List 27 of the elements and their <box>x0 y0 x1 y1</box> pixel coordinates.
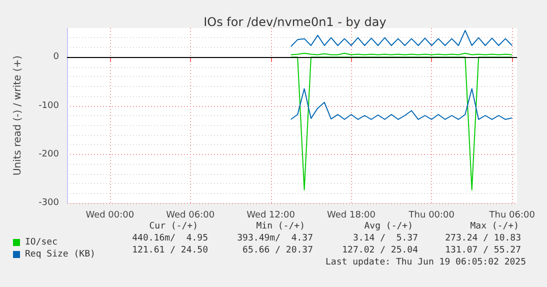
text: 273.24 / 10.83 <box>445 234 521 244</box>
text: Avg (-/+) <box>364 222 414 232</box>
legend-label: Req Size (KB) <box>25 250 96 260</box>
legend-label: IO/sec <box>25 238 58 248</box>
y-tick-label: -300 <box>38 198 60 208</box>
text: 3.14 / 5.37 <box>352 234 418 244</box>
text: 121.61 / 24.50 <box>132 246 208 256</box>
text: Max (-/+) <box>470 222 520 232</box>
text: 393.49m/ 4.37 <box>237 234 313 244</box>
text: 440.16m/ 4.95 <box>132 234 208 244</box>
text: Cur (-/+) <box>149 222 198 232</box>
y-tick-label: -100 <box>38 100 60 111</box>
text: 127.02 / 25.04 <box>342 246 418 256</box>
y-axis-title: Units read (-) / write (+) <box>12 55 24 176</box>
y-tick-label: -200 <box>38 149 60 160</box>
text: Min (-/+) <box>256 222 306 232</box>
x-tick-label: Thu 06:00 <box>488 210 536 220</box>
x-tick-label: Wed 18:00 <box>327 210 376 220</box>
x-tick-label: Thu 00:00 <box>408 210 455 220</box>
y-tick-label: 0 <box>53 52 60 62</box>
x-tick-label: Wed 12:00 <box>246 210 296 220</box>
text: 131.07 / 55.27 <box>445 246 521 256</box>
x-tick-label: Wed 00:00 <box>86 210 134 220</box>
text: Last update: Thu Jun 19 06:05:02 2025 <box>326 258 526 268</box>
x-tick-label: Wed 06:00 <box>166 210 215 220</box>
text: 65.66 / 20.37 <box>242 246 314 256</box>
chart-title: IOs for /dev/nvme0n1 - by day <box>204 15 386 29</box>
